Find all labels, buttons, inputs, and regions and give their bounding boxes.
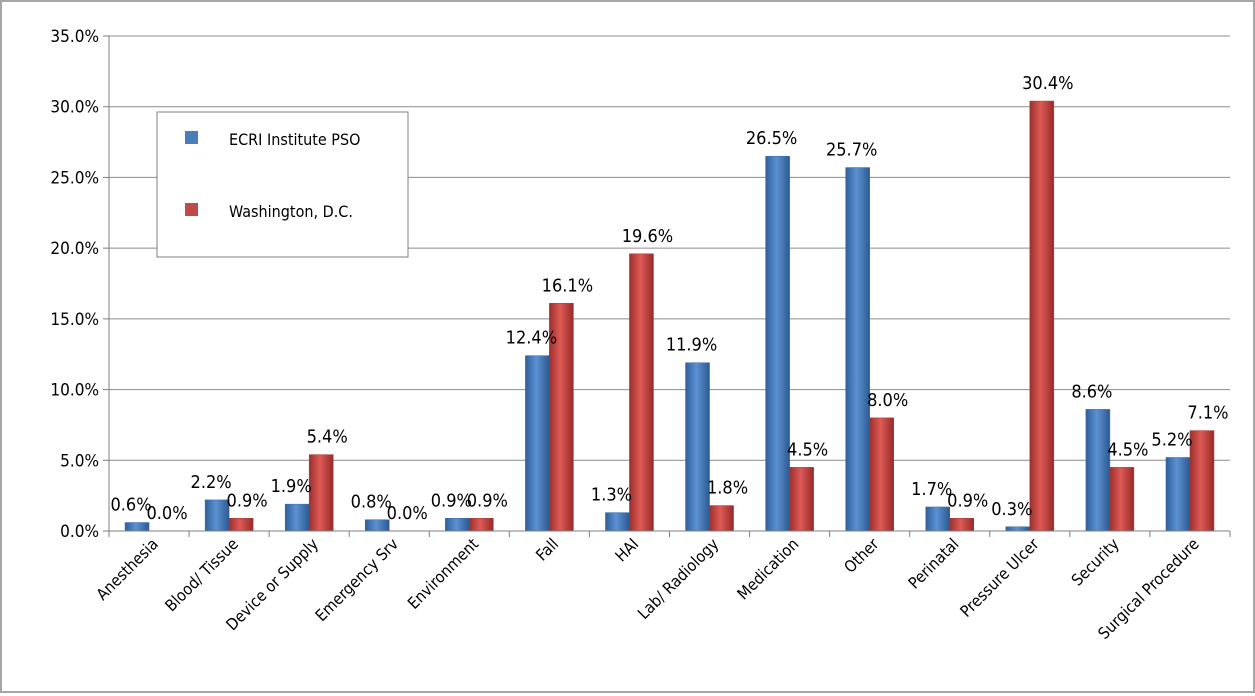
bars [124,100,1215,532]
x-tick-label: Anesthesia [92,534,161,603]
data-label-ecri: 0.6% [110,495,151,516]
bar-ecri [925,506,950,532]
y-tick-label: 25.0% [50,168,99,188]
y-tick-label: 30.0% [50,98,99,118]
bar-ecri [124,522,150,532]
bar-ecri [685,362,710,532]
data-label-ecri: 2.2% [191,472,232,493]
bar-washington [469,518,494,532]
data-label-ecri: 25.7% [826,140,877,161]
data-label-ecri: 1.9% [271,476,312,497]
legend-swatch-ecri [185,131,198,144]
data-label-washington: 8.0% [867,390,908,411]
axes [108,36,1231,537]
y-tick-label: 20.0% [50,239,99,259]
bar-ecri [1005,526,1031,532]
bar-ecri [1165,457,1191,532]
data-label-ecri: 8.6% [1071,381,1112,402]
bar-ecri [284,503,310,532]
y-axis-tick-labels: 0.0% 5.0% 10.0% 15.0% 20.0% 25.0% 30.0% 35.0% [50,27,99,542]
data-label-washington: 4.5% [787,439,828,460]
bar-washington [1189,430,1215,532]
data-label-washington: 4.5% [1107,439,1148,460]
data-label-ecri: 5.2% [1151,429,1192,450]
legend-label-ecri: ECRI Institute PSO [229,130,360,149]
y-tick-label: 10.0% [50,381,99,401]
data-label-washington: 1.8% [707,478,748,499]
bar-washington [308,454,334,532]
bar-washington [709,505,734,532]
bar-washington [869,417,894,532]
data-label-ecri: 12.4% [506,328,557,349]
data-label-ecri: 26.5% [746,128,797,149]
data-label-ecri: 11.9% [666,335,717,356]
y-tick-label: 0.0% [60,522,99,542]
x-tick-label: Pressure Ulcer [956,534,1042,620]
x-tick-label: Fall [532,534,562,564]
x-tick-label: Emergency Srv [311,534,402,625]
x-tick-label: Lab/ Radiology [634,534,723,623]
gridlines [103,35,1230,532]
data-label-ecri: 1.3% [591,485,632,506]
bar-washington [549,303,574,532]
legend-swatch-washington [185,203,198,216]
x-tick-label: HAI [611,534,642,565]
data-label-washington: 19.6% [622,226,673,247]
data-label-ecri: 0.9% [431,490,472,511]
bar-ecri [765,155,790,532]
legend: ECRI Institute PSO Washington, D.C. [156,111,409,258]
data-label-washington: 16.1% [542,275,593,296]
bar-ecri [365,519,390,532]
x-tick-label: Environment [404,534,483,613]
bar-washington [949,518,974,532]
y-tick-label: 35.0% [50,27,99,47]
data-label-washington: 0.9% [467,490,508,511]
data-label-washington: 5.4% [307,427,348,448]
data-label-ecri: 1.7% [911,479,952,500]
bar-ecri [445,518,470,532]
bar-washington [1029,100,1055,532]
bar-ecri [845,167,870,532]
data-labels: 0.6%0.0%2.2%0.9%1.9%5.4%0.8%0.0%0.9%0.9%… [110,73,1228,524]
x-tick-label: Medication [733,534,802,603]
bar-washington [789,467,814,532]
x-tick-label: Security [1067,534,1123,590]
data-label-washington: 0.9% [947,490,988,511]
data-label-washington: 30.4% [1022,73,1073,94]
bar-washington [228,518,254,532]
bar-ecri [1085,409,1111,532]
bar-ecri [605,512,630,532]
legend-box [156,111,409,258]
legend-label-washington: Washington, D.C. [229,202,353,221]
bar-ecri [204,499,230,532]
x-tick-label: Other [840,534,882,576]
data-label-washington: 0.0% [387,503,428,524]
bar-ecri [525,355,550,532]
y-tick-label: 5.0% [60,451,99,471]
data-label-ecri: 0.8% [351,492,392,513]
data-label-washington: 0.0% [146,503,187,524]
data-label-washington: 0.9% [227,490,268,511]
data-label-washington: 7.1% [1187,403,1228,424]
data-label-ecri: 0.3% [991,499,1032,520]
y-tick-label: 15.0% [50,310,99,330]
x-tick-label: Blood/ Tissue [161,534,242,615]
bar-washington [629,253,654,532]
bar-washington [1109,467,1135,532]
x-tick-label: Perinatal [904,534,962,592]
